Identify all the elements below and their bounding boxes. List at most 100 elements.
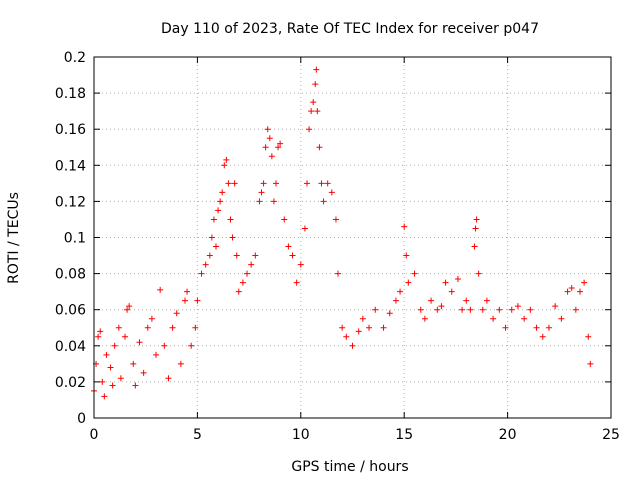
- data-point: [479, 306, 486, 313]
- data-point: [568, 285, 575, 292]
- x-axis-title: GPS time / hours: [291, 459, 408, 475]
- data-point: [239, 279, 246, 286]
- data-point: [126, 303, 133, 310]
- data-point: [165, 375, 172, 382]
- data-point: [157, 286, 164, 293]
- data-point: [349, 342, 356, 349]
- y-tick-label: 0.04: [55, 339, 86, 355]
- data-point: [308, 108, 315, 115]
- data-point: [306, 126, 313, 133]
- data-point: [97, 328, 104, 335]
- data-point: [314, 108, 321, 115]
- data-point: [587, 360, 594, 367]
- data-point: [169, 324, 176, 331]
- data-point: [244, 270, 251, 277]
- data-point: [233, 252, 240, 259]
- data-point: [475, 270, 482, 277]
- data-point: [184, 288, 191, 295]
- data-point: [148, 315, 155, 322]
- plot-frame: [93, 56, 612, 419]
- data-point: [289, 252, 296, 259]
- chart-title: Day 110 of 2023, Rate Of TEC Index for r…: [161, 21, 539, 37]
- data-points: [91, 66, 594, 400]
- data-point: [258, 189, 265, 196]
- data-point: [576, 288, 583, 295]
- data-point: [248, 261, 255, 268]
- data-point: [332, 216, 339, 223]
- data-point: [448, 288, 455, 295]
- data-point: [231, 180, 238, 187]
- data-point: [229, 234, 236, 241]
- data-point: [198, 270, 205, 277]
- y-axis-title: ROTI / TECUs: [6, 192, 22, 284]
- data-point: [581, 279, 588, 286]
- data-point: [392, 297, 399, 304]
- data-point: [270, 198, 277, 205]
- y-tick-label: 0.18: [55, 86, 86, 102]
- x-tick-label: 0: [90, 427, 99, 443]
- data-point: [564, 288, 571, 295]
- grid-lines: [94, 57, 611, 418]
- data-point: [403, 252, 410, 259]
- y-tick-label: 0.12: [55, 194, 86, 210]
- data-point: [490, 315, 497, 322]
- data-point: [132, 382, 139, 389]
- data-point: [188, 342, 195, 349]
- data-point: [366, 324, 373, 331]
- y-tick-label: 0: [77, 411, 86, 427]
- data-point: [99, 378, 106, 385]
- data-point: [103, 351, 110, 358]
- data-point: [428, 297, 435, 304]
- data-point: [275, 144, 282, 151]
- data-point: [397, 288, 404, 295]
- data-point: [272, 180, 279, 187]
- data-point: [339, 324, 346, 331]
- data-point: [122, 333, 129, 340]
- data-point: [111, 342, 118, 349]
- data-point: [107, 364, 114, 371]
- data-point: [417, 306, 424, 313]
- data-point: [502, 324, 509, 331]
- data-point: [324, 180, 331, 187]
- x-tick-label: 20: [499, 427, 517, 443]
- data-point: [217, 198, 224, 205]
- y-tick-label: 0.08: [55, 267, 86, 283]
- data-point: [539, 333, 546, 340]
- data-point: [210, 216, 217, 223]
- data-point: [225, 180, 232, 187]
- x-tick-label: 5: [193, 427, 202, 443]
- data-point: [467, 306, 474, 313]
- data-point: [421, 315, 428, 322]
- data-point: [442, 279, 449, 286]
- data-point: [256, 198, 263, 205]
- data-point: [262, 144, 269, 151]
- data-point: [585, 333, 592, 340]
- data-point: [514, 303, 521, 310]
- data-point: [144, 324, 151, 331]
- data-point: [545, 324, 552, 331]
- y-tick-label: 0.1: [64, 231, 86, 247]
- data-point: [380, 324, 387, 331]
- data-point: [202, 261, 209, 268]
- data-point: [572, 306, 579, 313]
- data-point: [153, 351, 160, 358]
- data-point: [473, 216, 480, 223]
- data-point: [223, 156, 230, 163]
- data-point: [533, 324, 540, 331]
- y-tick-label: 0.16: [55, 122, 86, 138]
- data-point: [277, 140, 284, 147]
- data-point: [483, 297, 490, 304]
- data-point: [117, 375, 124, 382]
- data-point: [328, 189, 335, 196]
- data-point: [115, 324, 122, 331]
- data-point: [386, 310, 393, 317]
- x-tick-label: 25: [602, 427, 620, 443]
- x-tick-label: 10: [292, 427, 310, 443]
- data-point: [173, 310, 180, 317]
- data-point: [472, 225, 479, 232]
- data-point: [221, 162, 228, 169]
- data-point: [359, 315, 366, 322]
- data-point: [206, 252, 213, 259]
- data-point: [215, 207, 222, 214]
- data-point: [281, 216, 288, 223]
